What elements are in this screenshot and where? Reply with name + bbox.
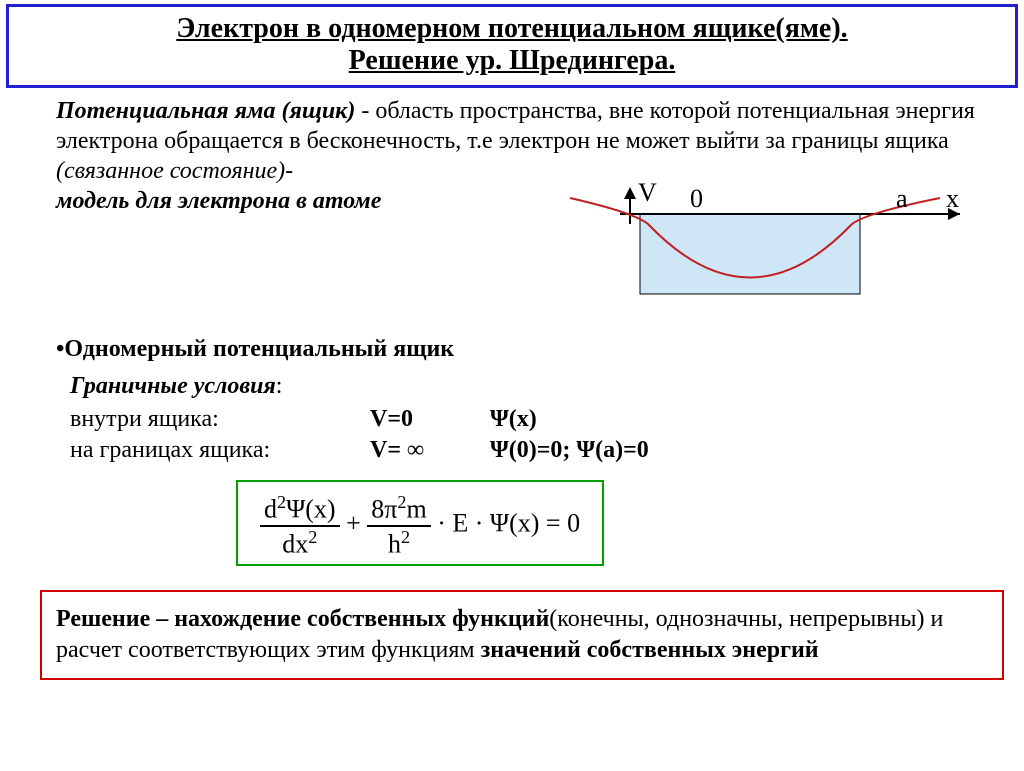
eq-frac1-num: d2Ψ(x)	[260, 492, 340, 527]
eq-frac2-den: h2	[367, 527, 430, 560]
diagram-x-label: x	[946, 184, 959, 214]
cond-inside-row: внутри ящика: V=0 Ψ(x)	[70, 404, 984, 435]
eq-plus: +	[346, 509, 367, 538]
eq-frac1: d2Ψ(x) dx2	[260, 492, 340, 559]
solution-eigenvals: значений собственных энергий	[481, 637, 819, 663]
solution-eigenfuncs: собственных функций	[307, 606, 549, 632]
main-content: Потенциальная яма (ящик) - область прост…	[0, 88, 1024, 566]
diagram-a-label: a	[896, 184, 908, 214]
potential-well-diagram: V 0 a x	[540, 184, 970, 324]
schrodinger-equation-box: d2Ψ(x) dx2 + 8π2m h2 · E · Ψ(x) = 0	[236, 480, 604, 565]
cond-inside-V: V=0	[370, 404, 490, 435]
boundary-title: Граничные условия:	[70, 373, 984, 400]
eq-frac1-den: dx2	[260, 527, 340, 560]
eq-frac2: 8π2m h2	[367, 492, 430, 559]
cond-border-psi: Ψ(0)=0; Ψ(a)=0	[490, 435, 984, 466]
eq-frac2-num: 8π2m	[367, 492, 430, 527]
section2-heading: •Одномерный потенциальный ящик	[56, 336, 984, 363]
intro-term: Потенциальная яма (ящик)	[56, 98, 355, 124]
intro-model: модель для электрона в атоме	[56, 188, 381, 214]
solution-box: Решение – нахождение собственных функций…	[40, 590, 1004, 680]
diagram-zero-label: 0	[690, 184, 703, 214]
title-box: Электрон в одномерном потенциальном ящик…	[6, 4, 1018, 88]
title-line-2: Решение ур. Шредингера.	[19, 45, 1005, 77]
cond-border-label: на границах ящика:	[70, 435, 370, 466]
intro-linked-state: (связанное состояние)	[56, 158, 285, 184]
cond-border-V: V= ∞	[370, 435, 490, 466]
cond-border-row: на границах ящика: V= ∞ Ψ(0)=0; Ψ(a)=0	[70, 435, 984, 466]
title-line-1: Электрон в одномерном потенциальном ящик…	[19, 13, 1005, 45]
solution-lead: Решение – нахождение	[56, 606, 307, 632]
intro-dash: -	[285, 158, 293, 184]
diagram-V-label: V	[638, 178, 657, 208]
section-1d-box: •Одномерный потенциальный ящик Граничные…	[56, 336, 984, 566]
eq-tail: · E · Ψ(x) = 0	[437, 509, 580, 538]
cond-inside-label: внутри ящика:	[70, 404, 370, 435]
cond-inside-psi: Ψ(x)	[490, 404, 984, 435]
